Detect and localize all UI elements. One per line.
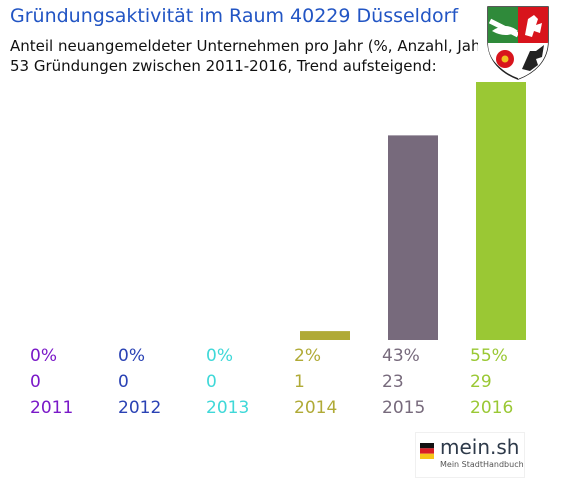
- nrw-coat-of-arms-icon: [478, 1, 558, 81]
- count-label-2012: 0: [118, 372, 129, 392]
- year-label-2012: 2012: [118, 398, 162, 418]
- percent-label-2013: 0%: [206, 346, 233, 366]
- count-label-2016: 29: [470, 372, 492, 392]
- percent-label-2012: 0%: [118, 346, 145, 366]
- percent-label-2015: 43%: [382, 346, 420, 366]
- count-label-2015: 23: [382, 372, 404, 392]
- year-label-2016: 2016: [470, 398, 514, 418]
- percent-label-2014: 2%: [294, 346, 321, 366]
- year-label-2015: 2015: [382, 398, 426, 418]
- mein-sh-logo[interactable]: mein.sh Mein StadtHandbuch: [415, 432, 525, 478]
- year-label-2011: 2011: [30, 398, 74, 418]
- bar-2014: [300, 331, 350, 340]
- year-label-2014: 2014: [294, 398, 338, 418]
- count-label-2014: 1: [294, 372, 305, 392]
- logo-name: mein.sh: [440, 435, 520, 459]
- percent-label-2011: 0%: [30, 346, 57, 366]
- chart-subtitle: Anteil neuangemeldeter Unternehmen pro J…: [10, 37, 493, 55]
- count-label-2013: 0: [206, 372, 217, 392]
- chart-summary: 53 Gründungen zwischen 2011-2016, Trend …: [10, 57, 437, 75]
- logo-tagline: Mein StadtHandbuch: [440, 460, 524, 469]
- percent-label-2016: 55%: [470, 346, 508, 366]
- bar-2015: [388, 135, 438, 340]
- year-label-2013: 2013: [206, 398, 250, 418]
- bar-2016: [476, 82, 526, 340]
- chart-title: Gründungsaktivität im Raum 40229 Düsseld…: [10, 5, 459, 27]
- germany-flag-icon: [420, 443, 434, 459]
- count-label-2011: 0: [30, 372, 41, 392]
